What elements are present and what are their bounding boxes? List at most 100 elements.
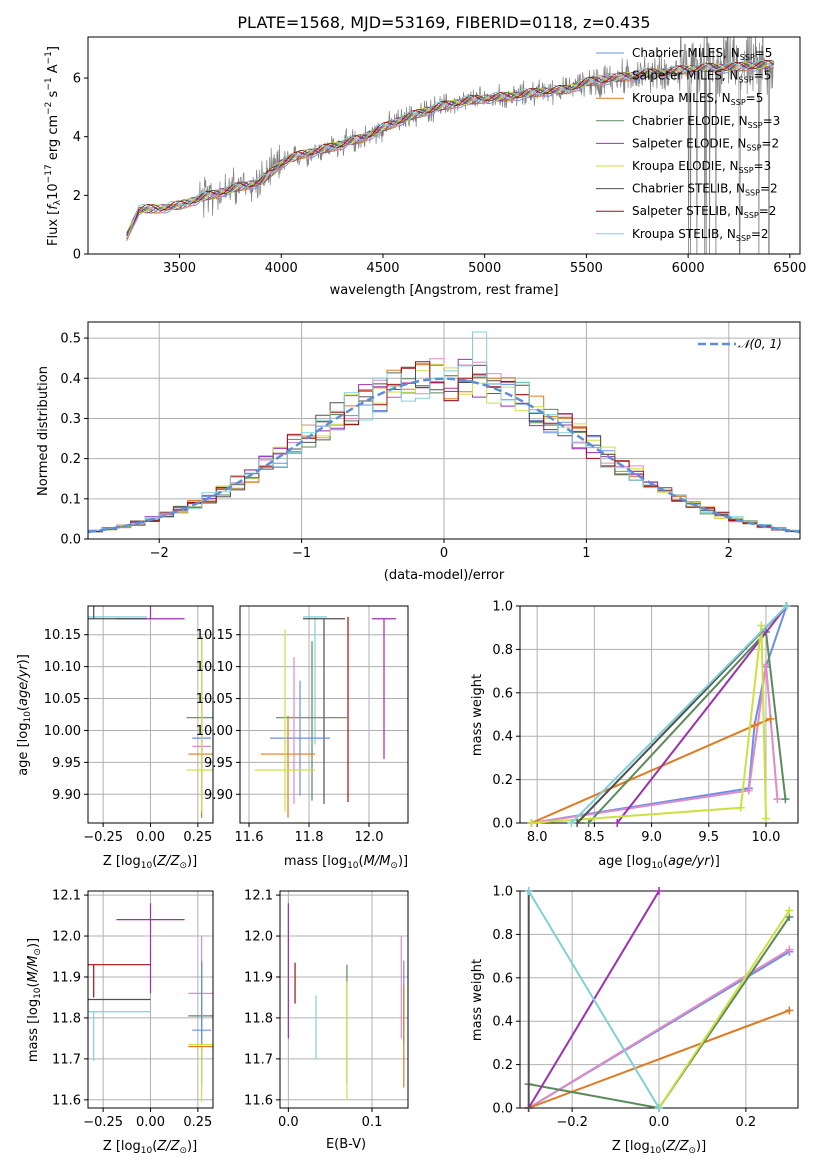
plot-area: [88, 331, 800, 534]
y-tick-label: 0.0: [492, 817, 513, 832]
y-tick-label: 0.6: [492, 971, 513, 986]
x-axis-label: Z [log10(Z/Z⊙)]: [103, 854, 197, 871]
x-tick-label: 4000: [265, 261, 298, 276]
plot-area: [88, 903, 213, 1102]
plot-area: [287, 903, 405, 1100]
y-tick-label: 11.8: [52, 1011, 81, 1026]
series-line: [527, 890, 660, 1109]
y-tick-label: 0.5: [60, 332, 81, 347]
series-line: [531, 664, 779, 824]
y-tick-label: 9.90: [204, 788, 233, 803]
series-line: [658, 909, 791, 1109]
legend-entry: 𝒩(0, 1): [738, 337, 782, 351]
axes-weight-vs-age: 8.0 8.5 9.0 9.5 10.0 0.0 0.2 0.4 0.6 0.8 1.0 age [l…: [470, 600, 799, 871]
series-marker: [567, 819, 576, 827]
y-tick-label: 9.95: [204, 756, 233, 771]
series-marker: [781, 795, 790, 804]
x-axis-label: (data-model)/error: [384, 568, 505, 583]
series-marker: [782, 602, 791, 610]
y-tick-label: 10.10: [196, 660, 233, 675]
x-tick-label: −1: [292, 546, 311, 561]
x-tick-label: 0.00: [136, 830, 165, 845]
y-tick-label: 0.8: [492, 928, 513, 943]
x-tick-label: −2: [150, 546, 169, 561]
x-tick-label: 11.6: [235, 830, 264, 845]
x-tick-label: 0.2: [736, 1115, 757, 1130]
axes-frame: [519, 605, 799, 824]
y-axis-label: age [log10(age/yr)]: [16, 654, 33, 776]
y-tick-label: 11.9: [244, 970, 273, 985]
y-tick-label: 10.10: [44, 660, 81, 675]
x-axis-label: age [log10(age/yr)]: [598, 854, 720, 871]
series-marker: [766, 714, 775, 723]
x-tick-label: 9.5: [698, 830, 719, 845]
y-tick-label: 6: [73, 72, 81, 87]
model-spectrum: [126, 60, 774, 234]
x-tick-label: 5500: [570, 261, 603, 276]
x-axis-label: Z [log10(Z/Z⊙)]: [612, 1139, 706, 1156]
series-line: [587, 629, 787, 824]
y-tick-label: 12.0: [244, 930, 273, 945]
series-marker: [524, 1104, 533, 1112]
y-tick-label: 0.4: [492, 1015, 513, 1030]
legend-entry: Salpeter STELIB, NSSP=2: [632, 204, 776, 220]
legend-entry: Chabrier STELIB, NSSP=2: [632, 182, 778, 198]
series-marker: [655, 1104, 663, 1112]
y-tick-label: 12.0: [52, 930, 81, 945]
axes-frame: [87, 36, 801, 255]
y-axis-label: mass [log10(M/M⊙)]: [26, 938, 43, 1062]
x-tick-label: 3500: [163, 261, 196, 276]
x-tick-label: 0.1: [362, 1115, 383, 1130]
series-marker: [527, 819, 536, 827]
legend-entry: Chabrier ELODIE, NSSP=3: [632, 114, 780, 130]
y-tick-label: 0: [73, 248, 81, 263]
y-tick-label: 11.7: [244, 1052, 273, 1067]
chart-title: PLATE=1568, MJD=53169, FIBERID=0118, z=0…: [237, 13, 650, 32]
y-tick-label: 11.8: [244, 1011, 273, 1026]
y-tick-label: 9.90: [52, 788, 81, 803]
histogram-kroupa-elodie: [88, 363, 800, 531]
x-tick-label: 6500: [773, 261, 806, 276]
y-tick-label: 0.6: [492, 686, 513, 701]
legend-entry: Salpeter ELODIE, NSSP=2: [632, 136, 779, 152]
y-tick-label: 11.9: [52, 970, 81, 985]
x-tick-label: 0.25: [183, 830, 212, 845]
x-tick-label: 0: [440, 546, 448, 561]
normal-distribution-curve: [88, 377, 800, 534]
y-tick-label: 10.00: [44, 724, 81, 739]
plot-area: [126, 37, 774, 254]
x-tick-label: −0.2: [556, 1115, 588, 1130]
model-spectrum: [126, 59, 774, 239]
y-tick-label: 10.15: [196, 628, 233, 643]
series-marker: [613, 819, 622, 827]
y-axis-label: Flux [fλ10−17 erg cm−2 s−1 A−1]: [44, 46, 63, 246]
legend-entry: Kroupa MILES, NSSP=5: [632, 91, 763, 107]
series-marker: [736, 803, 745, 812]
y-tick-label: 10.15: [44, 628, 81, 643]
y-tick-label: 0.4: [492, 730, 513, 745]
series-marker: [750, 721, 759, 730]
y-tick-label: 11.6: [52, 1093, 81, 1108]
axes-residuals: −2 −1 0 1 2 0.0 0.1 0.2 0.3 0.4 0.5 (data-model)/er…: [36, 321, 801, 583]
plot-area: [88, 606, 213, 818]
axes-mass-vs-Z: −0.25 0.00 0.25 11.6 11.7 11.8 11.9 12.0 12.1 Z […: [26, 889, 214, 1156]
x-tick-label: 10.0: [751, 830, 780, 845]
series-marker: [773, 795, 782, 804]
y-tick-label: 11.6: [244, 1093, 273, 1108]
y-axis-label: mass weight: [470, 674, 485, 756]
axes-frame: [279, 890, 409, 1109]
series-marker: [744, 786, 753, 795]
x-axis-label: Z [log10(Z/Z⊙)]: [103, 1139, 197, 1156]
x-tick-label: 12.0: [355, 830, 384, 845]
axes-frame: [239, 605, 409, 824]
x-tick-label: 2: [725, 546, 733, 561]
series-marker: [785, 945, 794, 954]
plot-area: [255, 616, 396, 818]
y-tick-label: 11.7: [52, 1052, 81, 1067]
x-tick-label: −0.25: [83, 830, 123, 845]
y-tick-label: 0.8: [492, 643, 513, 658]
legend-entry: Chabrier MILES, NSSP=5: [632, 46, 772, 62]
legend-entry: Kroupa STELIB, NSSP=2: [632, 227, 769, 243]
x-tick-label: 4500: [366, 261, 399, 276]
